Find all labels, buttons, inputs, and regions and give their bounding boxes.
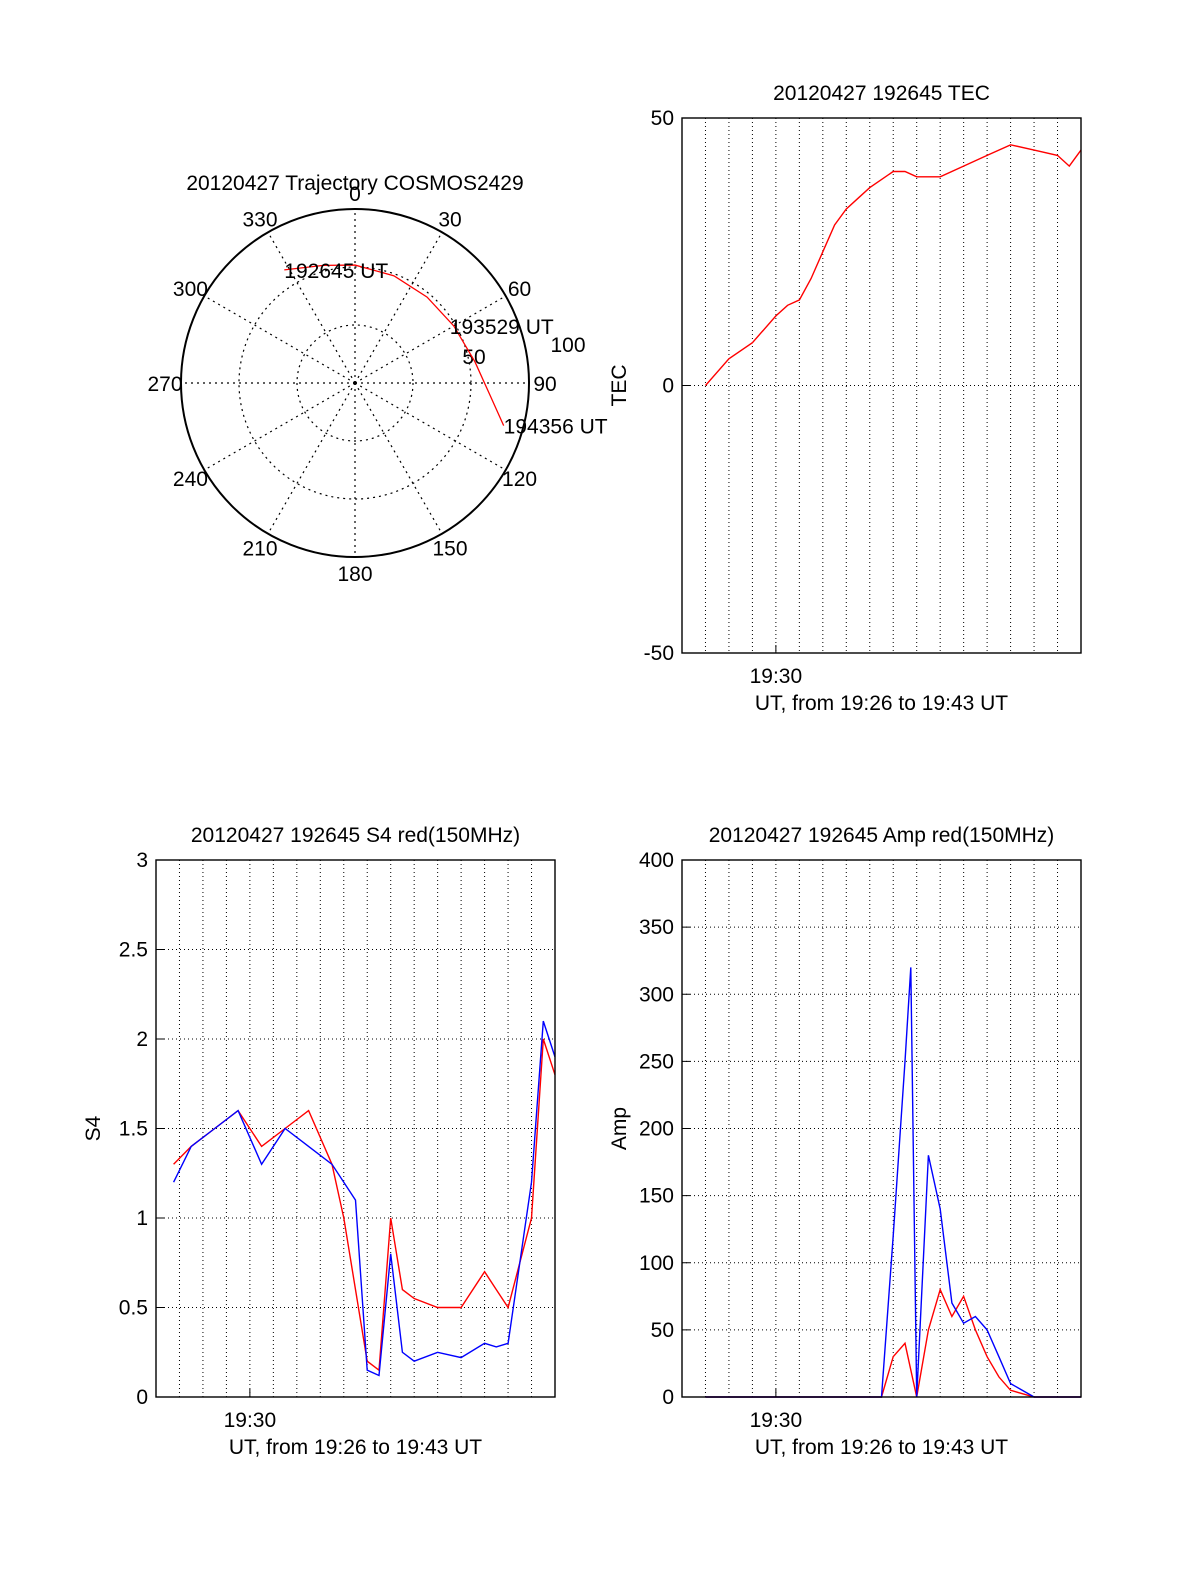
y-axis-label: Amp <box>608 1107 631 1150</box>
polar-spoke <box>354 382 443 534</box>
x-axis-label: UT, from 19:26 to 19:43 UT <box>755 1436 1008 1459</box>
x-tick-label: 19:30 <box>224 1409 277 1432</box>
y-tick-label: 350 <box>639 916 674 939</box>
x-tick-label: 19:30 <box>750 1409 803 1432</box>
polar-spoke <box>204 382 356 471</box>
amp-line-chart: 20120427 192645 Amp red(150MHz) 0 50 100 150… <box>608 824 1082 1459</box>
trajectory-time-label: 192645 UT <box>284 260 388 283</box>
y-tick-label: 2.5 <box>119 939 148 962</box>
angle-label: 240 <box>173 468 208 491</box>
radius-label: 100 <box>550 334 585 357</box>
y-tick-label: 250 <box>639 1050 674 1073</box>
series-line <box>172 1020 556 1377</box>
y-tick-label: 1.5 <box>119 1118 148 1141</box>
chart-title: 20120427 192645 S4 red(150MHz) <box>191 824 520 847</box>
y-tick-label: 50 <box>651 1319 674 1342</box>
series-line <box>705 1287 1081 1398</box>
radius-label: 50 <box>462 346 485 369</box>
angle-label: 300 <box>173 278 208 301</box>
y-axis-label: TEC <box>608 365 631 407</box>
chart-title: 20120427 192645 TEC <box>773 82 990 105</box>
angle-label: 210 <box>242 538 277 561</box>
x-axis-label: UT, from 19:26 to 19:43 UT <box>755 692 1008 715</box>
polar-outer-ring <box>180 208 530 558</box>
y-tick-label: 200 <box>639 1118 674 1141</box>
polar-ring-50 <box>296 324 414 442</box>
y-tick-label: 0 <box>662 1386 674 1409</box>
tec-line-chart: 20120427 192645 TEC -50 0 50 19:30 UT, from 1… <box>608 82 1082 715</box>
polar-spoke <box>267 232 356 384</box>
trajectory-time-label: 194356 UT <box>504 416 608 439</box>
angle-label: 150 <box>432 538 467 561</box>
y-tick-label: 0.5 <box>119 1297 148 1320</box>
angle-label: 180 <box>337 563 372 586</box>
y-tick-label: -50 <box>644 642 674 665</box>
polar-spoke <box>354 295 506 384</box>
y-tick-label: 1 <box>136 1207 148 1230</box>
trajectory-time-label: 193529 UT <box>450 316 554 339</box>
y-tick-label: 3 <box>136 849 148 872</box>
y-tick-label: 0 <box>662 375 674 398</box>
series-line <box>704 144 1082 386</box>
angle-label: 60 <box>508 278 531 301</box>
polar-spoke <box>354 232 443 384</box>
trajectory-line <box>284 264 505 426</box>
series-line <box>705 967 1081 1398</box>
polar-spoke <box>267 382 356 534</box>
angle-label: 0 <box>349 183 361 206</box>
plot-frame <box>681 859 1082 1398</box>
y-tick-label: 2 <box>136 1028 148 1051</box>
y-tick-label: 150 <box>639 1185 674 1208</box>
chart-title: 20120427 Trajectory COSMOS2429 <box>186 172 523 195</box>
y-tick-label: 400 <box>639 849 674 872</box>
y-axis-label: S4 <box>82 1115 105 1141</box>
y-tick-label: 100 <box>639 1252 674 1275</box>
angle-label: 30 <box>438 208 461 231</box>
angle-label: 90 <box>533 373 556 396</box>
angle-label: 270 <box>147 373 182 396</box>
angle-label: 120 <box>502 468 537 491</box>
x-tick-label: 19:30 <box>750 665 803 688</box>
polar-spoke <box>354 382 506 471</box>
s4-line-chart: 20120427 192645 S4 red(150MHz) 0 0.5 1 1.5 2 2… <box>82 824 556 1459</box>
polar-spoke <box>204 295 356 384</box>
chart-title: 20120427 192645 Amp red(150MHz) <box>709 824 1055 847</box>
x-axis-label: UT, from 19:26 to 19:43 UT <box>229 1436 482 1459</box>
plot-frame <box>681 117 1082 654</box>
angle-label: 330 <box>242 208 277 231</box>
y-tick-label: 50 <box>651 107 674 130</box>
y-tick-label: 0 <box>136 1386 148 1409</box>
y-tick-label: 300 <box>639 983 674 1006</box>
